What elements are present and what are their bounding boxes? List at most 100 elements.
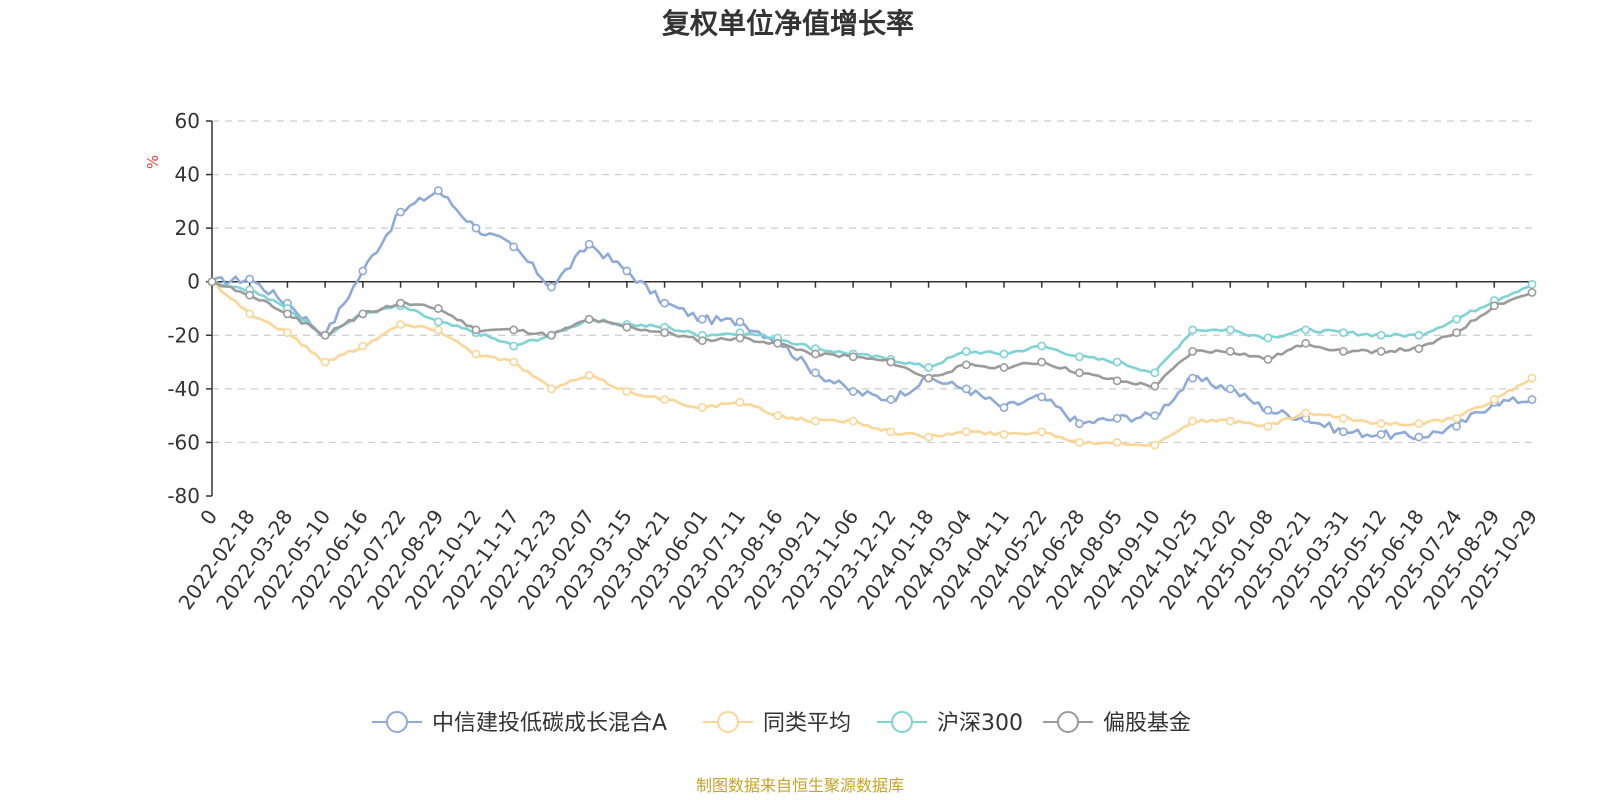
data-point (1188, 416, 1197, 426)
data-point (1075, 419, 1084, 429)
data-point (1037, 357, 1047, 367)
data-point (1339, 427, 1348, 437)
data-point (471, 349, 481, 359)
data-point (961, 427, 971, 437)
data-point (547, 282, 556, 292)
y-tick-label: -40 (167, 377, 200, 401)
series-lines (207, 186, 1537, 450)
data-point (1376, 429, 1386, 439)
y-tick-label: 20 (175, 216, 200, 240)
data-point (1037, 392, 1047, 402)
data-point (999, 429, 1009, 439)
data-point (811, 368, 820, 378)
y-tick-label: -80 (167, 484, 200, 508)
data-point (1452, 413, 1461, 423)
data-point (999, 349, 1009, 359)
data-point (1376, 419, 1386, 429)
data-point (1188, 346, 1197, 356)
data-point (1112, 376, 1122, 386)
series-line (211, 280, 1533, 448)
legend-marker (717, 711, 739, 733)
data-point (886, 395, 896, 404)
data-point (773, 411, 783, 421)
series-group (207, 277, 1537, 450)
data-point (1188, 325, 1197, 335)
data-point (924, 432, 933, 442)
legend-label: 偏股基金 (1103, 711, 1191, 736)
series-group (207, 186, 1537, 442)
data-point (245, 309, 255, 319)
data-point (358, 309, 368, 319)
data-point (1263, 354, 1273, 364)
data-point (1225, 325, 1235, 335)
data-point (1339, 346, 1348, 356)
data-point (1301, 408, 1311, 418)
data-point (584, 371, 594, 380)
data-point (1112, 357, 1122, 367)
data-point (622, 322, 632, 332)
data-point (358, 341, 368, 351)
data-point (1301, 338, 1311, 348)
legend-marker (1057, 711, 1079, 733)
data-point (1376, 346, 1386, 356)
data-point (1527, 279, 1537, 289)
data-point (848, 352, 858, 362)
data-point (735, 333, 745, 343)
legend-item[interactable]: 中信建投低碳成长混合A (372, 711, 667, 736)
data-point (547, 330, 556, 340)
data-point (396, 320, 405, 329)
source-note: 制图数据来自恒生聚源数据库 (696, 776, 904, 795)
data-point (735, 397, 745, 407)
data-point (471, 325, 481, 335)
data-point (1075, 352, 1084, 362)
series-line (211, 280, 1533, 388)
data-point (999, 403, 1009, 413)
y-axis-unit: % (144, 155, 162, 169)
data-point (1414, 344, 1424, 354)
data-point (660, 298, 669, 308)
legend-label: 中信建投低碳成长混合A (432, 711, 667, 736)
data-point (773, 338, 783, 348)
data-point (320, 330, 330, 340)
legend-item[interactable]: 同类平均 (703, 711, 851, 736)
data-point (433, 317, 443, 327)
y-tick-label: 40 (175, 163, 200, 187)
legend-item[interactable]: 偏股基金 (1043, 711, 1191, 736)
data-point (320, 357, 330, 367)
data-point (283, 328, 292, 338)
data-point (1339, 413, 1348, 423)
data-point (660, 395, 669, 404)
y-tick-labels: 60 40 20 0 -20 -40 -60 -80 (167, 109, 200, 508)
data-point (961, 346, 971, 356)
data-point (1150, 411, 1160, 421)
data-point (735, 317, 745, 327)
chart-title: 复权单位净值增长率 (662, 7, 914, 40)
data-point (1037, 341, 1047, 351)
data-point (1263, 333, 1273, 343)
data-point (283, 309, 292, 319)
data-point (245, 274, 255, 284)
data-point (1075, 368, 1084, 378)
data-point (509, 341, 519, 351)
data-point (207, 277, 217, 287)
series-group (207, 277, 1537, 378)
data-point (848, 387, 858, 396)
data-point (1225, 416, 1235, 426)
legend-marker (891, 711, 913, 733)
data-point (509, 357, 519, 367)
data-point (1527, 373, 1537, 383)
data-point (924, 373, 933, 383)
data-point (1489, 301, 1499, 311)
data-point (1263, 421, 1273, 431)
data-point (1414, 330, 1424, 340)
data-point (509, 242, 519, 252)
data-point (1527, 288, 1537, 297)
legend-item[interactable]: 沪深300 (877, 711, 1023, 736)
y-tick-label: -60 (167, 430, 200, 454)
data-point (547, 384, 556, 394)
data-point (584, 239, 594, 249)
data-point (1452, 421, 1461, 431)
data-point (622, 266, 632, 276)
series-line (211, 280, 1533, 375)
